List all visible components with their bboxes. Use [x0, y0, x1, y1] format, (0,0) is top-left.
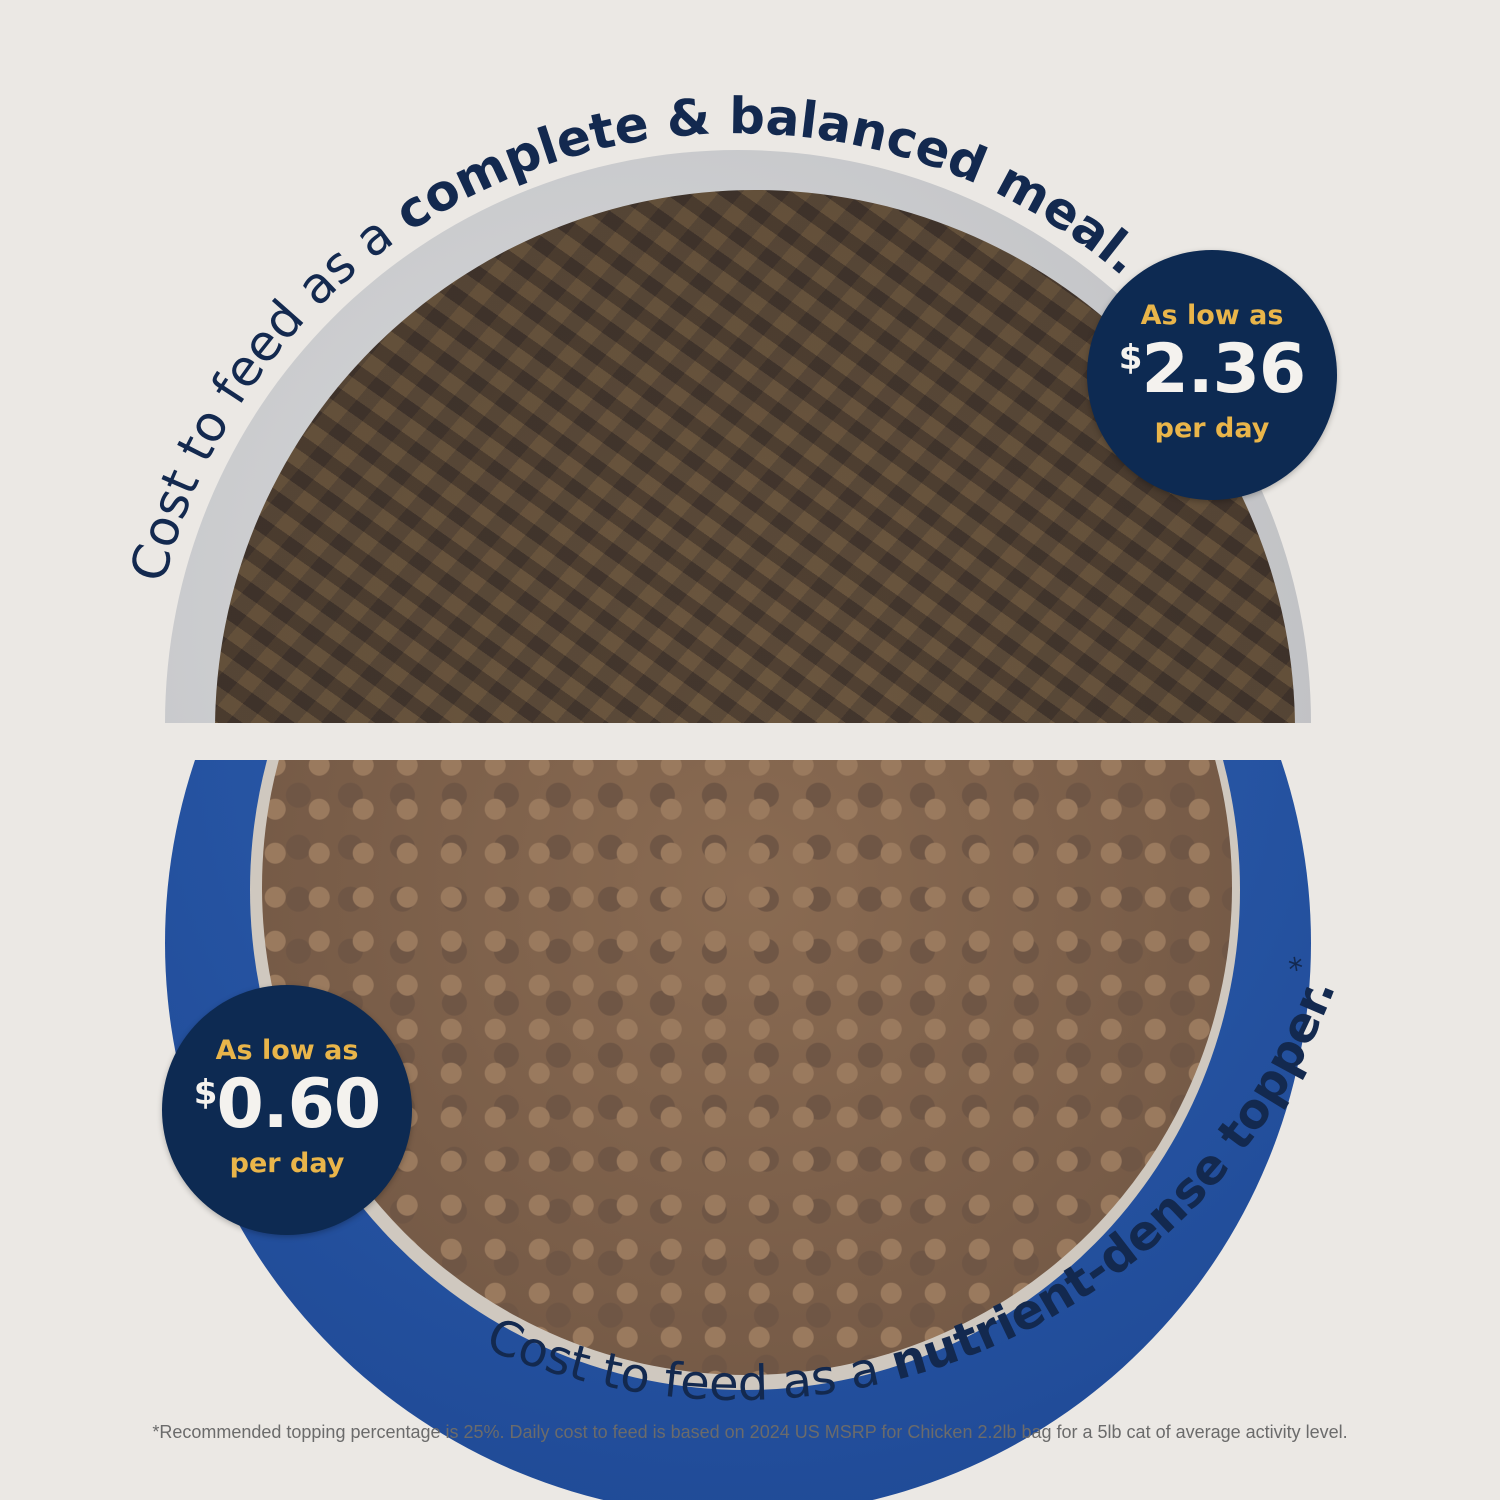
price-badge-topper: As low as $0.60 per day	[162, 985, 412, 1235]
badge-unit: per day	[1154, 413, 1270, 444]
badge-label: As low as	[1140, 300, 1284, 331]
badge-label: As low as	[215, 1035, 359, 1066]
bottom-caption: Cost to feed as a nutrient-dense topper.…	[479, 953, 1346, 1412]
topper-bowl-photo	[0, 760, 1500, 1500]
badge-price: $0.60	[193, 1065, 381, 1144]
badge-price: $2.36	[1118, 330, 1306, 409]
price-badge-complete-meal: As low as $2.36 per day	[1087, 250, 1337, 500]
top-caption: Cost to feed as a complete & balanced me…	[119, 87, 1153, 587]
badge-unit: per day	[229, 1148, 345, 1179]
footnote: *Recommended topping percentage is 25%. …	[152, 1422, 1348, 1442]
